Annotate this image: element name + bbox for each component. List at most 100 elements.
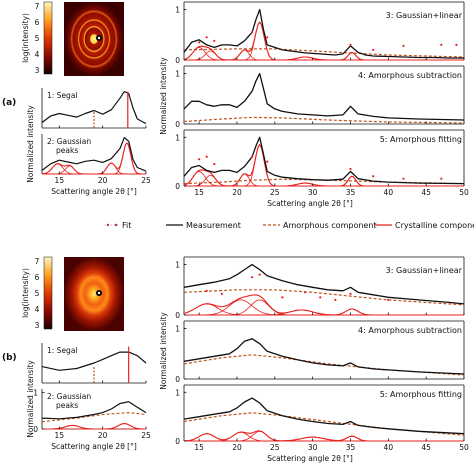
gp-measurement — [41, 137, 147, 172]
amorphous_fitting-measurement — [183, 136, 465, 185]
gaussian-peaks-panel: 15 20 25 2: Gaussian peaks Scattering angle 2… — [26, 105, 151, 196]
crystalline-peak — [41, 163, 146, 175]
colorbar-tick-label: 7 — [35, 257, 40, 266]
fit-point — [220, 292, 223, 295]
legend-label: Measurement — [186, 221, 241, 230]
panel-label: (a) — [2, 98, 16, 108]
amorphous-fitting-panel: 0 1 15 20 25 30 35 40 45 50 5: Amorphous fitting — [175, 384, 469, 452]
x-tick-label: 20 — [232, 188, 242, 197]
gaussian-peaks-panel: 15 20 25 0 1 2: Gaussian peaks Scattering angle… — [26, 360, 151, 451]
fit-point — [349, 167, 352, 171]
fit-point — [281, 296, 284, 299]
segal-panel: 1: Segal — [41, 88, 147, 129]
x-tick-label: 15 — [194, 188, 204, 197]
amorphous_subtraction-amorphous — [183, 116, 465, 124]
crystalline-peak — [183, 171, 464, 187]
x-tick-label: 20 — [98, 431, 108, 440]
legend-amorphous: Amorphous component — [263, 221, 377, 230]
legend-label: Fit — [122, 221, 131, 230]
crystalline-sum — [42, 422, 146, 430]
legend-label: Amorphous component — [283, 221, 377, 230]
colorbar: 3 4 5 6 7 log(intensity) — [21, 1, 53, 75]
panel-label: (b) — [2, 353, 17, 363]
y-tick-label: 1 — [175, 325, 180, 334]
gp-label: 2: Gaussian peaks — [47, 392, 91, 410]
fit-point — [349, 292, 352, 295]
fit-point — [251, 276, 254, 279]
fit-point — [372, 175, 375, 178]
x-tick-label: 50 — [459, 443, 469, 452]
x-tick-label: 20 — [232, 443, 242, 452]
x-tick-label: 50 — [459, 188, 469, 197]
fit-point — [266, 36, 269, 39]
colorbar: 3 4 5 6 7 log(intensity) — [21, 256, 53, 330]
colorbar-tick-label: 3 — [35, 321, 40, 330]
fit-point — [198, 41, 201, 44]
gp-label: 2: Gaussian peaks — [47, 137, 91, 155]
amorphous_subtraction-label: 4: Amorphous subtraction — [358, 71, 462, 80]
segal-measurement — [41, 351, 147, 371]
x-tick-label: 35 — [346, 443, 356, 452]
gaussian_linear-measurement — [183, 263, 465, 305]
amorphous_fitting-label: 5: Amorphous fitting — [380, 390, 462, 399]
gp-ylabel: Normalized intensity — [26, 360, 35, 438]
amorphous_fitting-amorphous — [183, 178, 465, 185]
x-tick-label: 25 — [270, 443, 280, 452]
gaussian_linear-label: 3: Gaussian+linear — [386, 11, 463, 20]
right-ylabel: Normalized intensity — [159, 57, 168, 135]
right-xlabel: Scattering angle 2θ [°] — [267, 454, 353, 463]
x-tick-label: 40 — [384, 188, 394, 197]
y-tick-label: 0 — [175, 56, 180, 65]
beam-center — [97, 291, 101, 295]
colorbar-label: log(intensity) — [21, 13, 30, 63]
legend-crystalline: Crystalline component — [375, 221, 474, 230]
beam-center — [97, 36, 101, 40]
fit-point — [205, 289, 208, 292]
segal-label: 1: Segal — [47, 91, 78, 100]
fit-point — [334, 298, 337, 301]
y-tick-label: 0 — [175, 375, 180, 384]
fit-point — [387, 298, 390, 301]
legend-fit: Fit — [105, 221, 131, 230]
crystalline-sum — [41, 142, 146, 175]
gp-xlabel: Scattering angle 2θ [°] — [51, 187, 137, 196]
gaussian-linear-panel: 0 1 3: Gaussian+linear — [175, 256, 465, 320]
fit-point — [266, 160, 269, 163]
crystalline-sum — [183, 430, 464, 442]
gp-ylabel: Normalized intensity — [26, 105, 35, 183]
amorphous-fitting-panel: 0 1 15 20 25 30 35 40 45 50 5: Amorphous fitting — [175, 129, 469, 197]
x-tick-label: 15 — [55, 431, 65, 440]
x-tick-label: 30 — [308, 188, 318, 197]
crystalline-sum — [183, 294, 464, 316]
y-tick-label: 0 — [175, 311, 180, 320]
fit-point — [251, 155, 254, 158]
colorbar-tick-label: 5 — [35, 289, 40, 298]
heatmap-image — [64, 257, 124, 331]
segal-panel: 1: Segal — [41, 343, 147, 384]
colorbar-label: log(intensity) — [21, 268, 30, 318]
x-tick-label: 20 — [98, 176, 108, 185]
fit-point — [213, 162, 216, 166]
colorbar-tick-label: 5 — [35, 34, 40, 43]
y-tick-label: 1 — [175, 133, 180, 142]
y-tick-label: 1 — [175, 261, 180, 270]
x-tick-label: 25 — [270, 188, 280, 197]
legend-label: Crystalline component — [395, 221, 474, 230]
segal-measurement — [41, 91, 147, 125]
heatmap-image — [64, 2, 124, 76]
gaussian-linear-panel: 0 1 3: Gaussian+linear — [175, 1, 465, 65]
x-tick-label: 15 — [194, 443, 204, 452]
amorphous-subtraction-panel: 0 1 4: Amorphous subtraction — [175, 320, 465, 384]
amorphous_fitting-measurement — [183, 397, 465, 435]
gaussian_linear-measurement — [183, 8, 464, 59]
colorbar-tick-label: 4 — [35, 50, 40, 59]
y-tick-label: 1 — [175, 388, 180, 397]
gp-amorphous — [41, 412, 147, 423]
amorphous_subtraction-label: 4: Amorphous subtraction — [358, 326, 462, 335]
gaussian_linear-amorphous — [183, 289, 465, 306]
fit-point — [198, 158, 201, 161]
colorbar-tick-label: 6 — [35, 273, 40, 282]
gaussian_linear-amorphous — [183, 48, 465, 58]
fit-point — [349, 43, 352, 46]
